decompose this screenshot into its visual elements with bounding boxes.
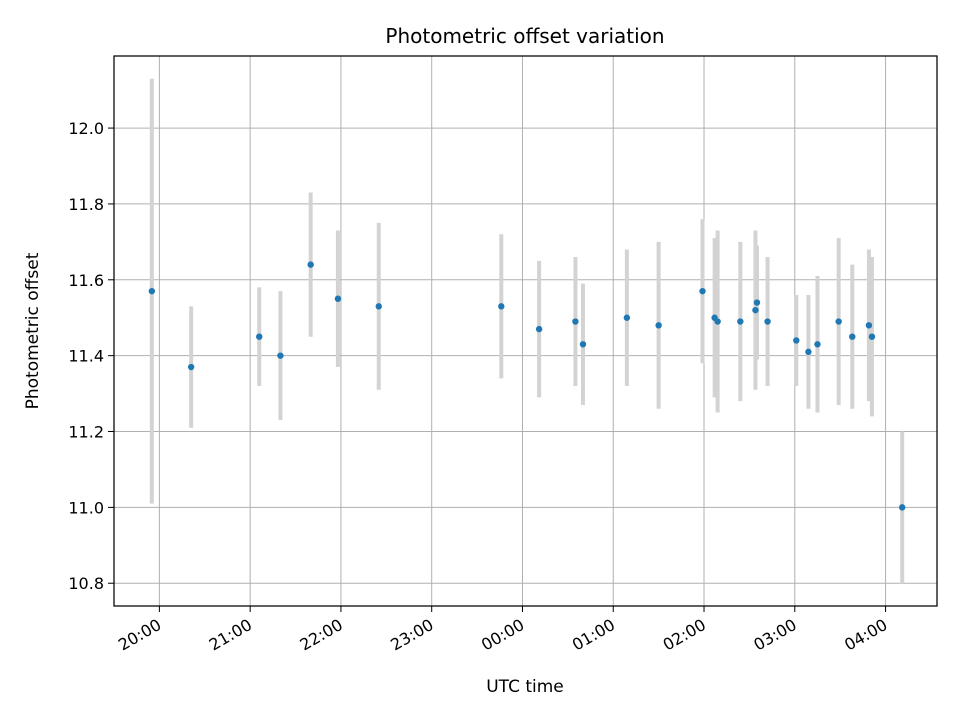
y-tick-label: 10.8: [68, 574, 104, 593]
data-point: [835, 318, 842, 325]
data-point: [535, 325, 543, 333]
data-point: [148, 287, 156, 295]
data-point: [579, 341, 587, 348]
grid: [114, 56, 937, 606]
data-point: [793, 337, 800, 344]
data-point: [714, 318, 721, 325]
data-point: [868, 333, 876, 340]
data-point: [849, 333, 856, 340]
data-point: [752, 306, 759, 314]
plot-area: [114, 56, 937, 606]
data-point: [805, 348, 812, 356]
chart-title: Photometric offset variation: [385, 24, 664, 48]
data-point: [655, 322, 662, 329]
plot-frame: [113, 55, 938, 607]
data-point: [334, 295, 342, 302]
y-tick-label: 11.4: [68, 347, 104, 366]
data-point: [187, 363, 195, 371]
y-tick-label: 11.6: [68, 271, 104, 290]
data-points: [148, 261, 906, 511]
data-point: [498, 303, 505, 310]
data-point: [277, 352, 284, 359]
y-axis-title: Photometric offset: [23, 252, 43, 409]
data-point: [899, 504, 906, 511]
data-point: [307, 261, 314, 268]
data-point: [865, 322, 873, 329]
data-point: [814, 341, 821, 348]
data-point: [375, 303, 382, 310]
y-axis: 10.8 11.0 11.2 11.4 11.6 11.8 12.0: [68, 119, 114, 593]
x-axis-title: UTC time: [486, 677, 564, 697]
y-tick-label: 11.8: [68, 195, 104, 214]
data-point: [623, 314, 631, 321]
data-point: [753, 299, 761, 306]
data-point: [572, 318, 579, 325]
data-point: [256, 333, 263, 340]
data-point: [764, 318, 771, 325]
y-tick-label: 11.0: [68, 498, 104, 517]
data-point: [699, 287, 706, 295]
y-tick-label: 12.0: [68, 119, 104, 138]
data-point: [737, 318, 744, 325]
y-tick-label: 11.2: [68, 423, 104, 442]
